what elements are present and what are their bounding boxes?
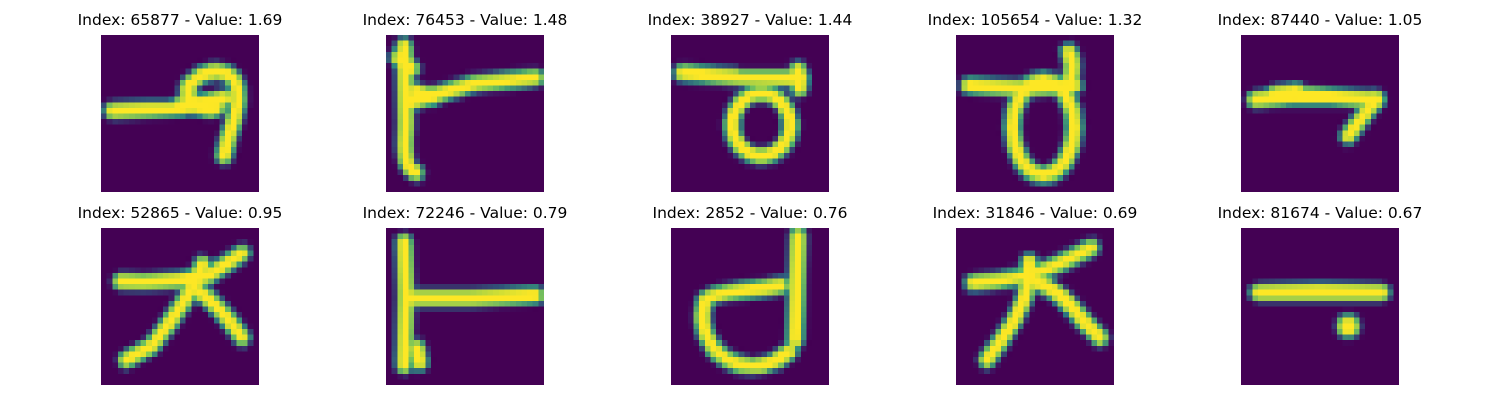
glyph-image	[1241, 35, 1399, 192]
panel-title: Index: 31846 - Value: 0.69	[932, 204, 1138, 222]
panel-1: Index: 65877 - Value: 1.69	[55, 10, 305, 195]
glyph-image	[671, 228, 829, 385]
panel-10: Index: 81674 - Value: 0.67	[1195, 203, 1445, 388]
panel-8: Index: 2852 - Value: 0.76	[625, 203, 875, 388]
panel-title: Index: 52865 - Value: 0.95	[77, 204, 283, 222]
glyph-image	[386, 35, 544, 192]
panel-title: Index: 65877 - Value: 1.69	[77, 11, 283, 29]
glyph-image	[956, 228, 1114, 385]
panel-title: Index: 87440 - Value: 1.05	[1217, 11, 1423, 29]
panel-title: Index: 81674 - Value: 0.67	[1217, 204, 1423, 222]
glyph-image	[956, 35, 1114, 192]
panel-9: Index: 31846 - Value: 0.69	[910, 203, 1160, 388]
panel-title: Index: 38927 - Value: 1.44	[647, 11, 853, 29]
panel-2: Index: 76453 - Value: 1.48	[340, 10, 590, 195]
panel-3: Index: 38927 - Value: 1.44	[625, 10, 875, 195]
panel-title: Index: 2852 - Value: 0.76	[652, 204, 848, 222]
panel-7: Index: 72246 - Value: 0.79	[340, 203, 590, 388]
glyph-image	[101, 228, 259, 385]
glyph-image	[386, 228, 544, 385]
glyph-image	[1241, 228, 1399, 385]
panel-6: Index: 52865 - Value: 0.95	[55, 203, 305, 388]
panel-4: Index: 105654 - Value: 1.32	[910, 10, 1160, 195]
panel-title: Index: 76453 - Value: 1.48	[362, 11, 568, 29]
panel-title: Index: 105654 - Value: 1.32	[927, 11, 1143, 29]
panel-title: Index: 72246 - Value: 0.79	[362, 204, 568, 222]
glyph-image	[671, 35, 829, 192]
panel-5: Index: 87440 - Value: 1.05	[1195, 10, 1445, 195]
glyph-image	[101, 35, 259, 192]
